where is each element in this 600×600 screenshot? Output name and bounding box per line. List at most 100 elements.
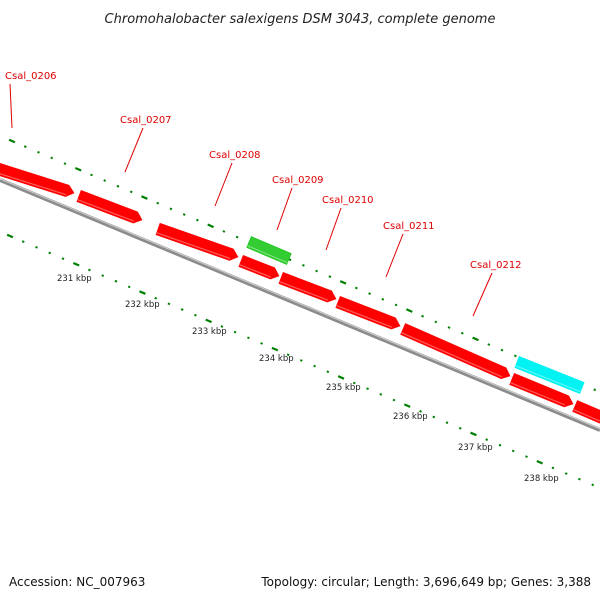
genome-info-text: Topology: circular; Length: 3,696,649 bp…	[260, 575, 591, 589]
upper-tick-mark	[207, 223, 215, 229]
upper-tick-mark	[381, 297, 385, 301]
gene-csal-0206[interactable]	[0, 162, 75, 197]
upper-tick-mark	[394, 303, 398, 307]
lower-tick-mark	[72, 261, 80, 267]
upper-tick-mark	[90, 173, 93, 177]
gene-csal-0211[interactable]	[335, 296, 401, 330]
gene-label-csal-0207[interactable]: Csal_0207	[120, 115, 172, 126]
gene-csal-0208[interactable]	[155, 222, 239, 261]
lower-tick-mark	[326, 370, 330, 374]
kbp-label-236: 236 kbp	[393, 412, 428, 422]
gene-csal-0206-shine	[0, 173, 67, 196]
lower-tick-mark	[180, 308, 184, 311]
lower-tick-mark	[551, 466, 555, 470]
map-title: Chromohalobacter salexigens DSM 3043, co…	[105, 12, 496, 27]
upper-tick-mark	[63, 162, 67, 165]
accession-text: Accession: NC_007963	[9, 575, 145, 589]
lower-tick-mark	[88, 268, 91, 272]
lower-tick-mark	[233, 330, 237, 334]
upper-tick-mark	[288, 258, 292, 262]
lower-tick-mark	[392, 398, 396, 402]
lower-tick-mark	[498, 443, 502, 447]
gene-csal-0210[interactable]	[278, 272, 337, 303]
upper-tick-mark	[460, 331, 464, 335]
gene-label-leaders	[9, 83, 493, 317]
lower-tick-mark	[101, 274, 105, 277]
kbp-label-237: 237 kbp	[458, 443, 493, 453]
upper-tick-mark	[169, 207, 173, 211]
upper-tick-mark	[129, 190, 133, 194]
gene-csal-0212[interactable]	[400, 323, 511, 380]
lower-tick-mark	[6, 233, 14, 239]
lower-tick-mark	[432, 415, 436, 419]
gene-label-csal-0210[interactable]: Csal_0210	[322, 195, 374, 206]
upper-tick-mark	[434, 320, 438, 324]
gene-csal-0210-shine	[279, 281, 329, 301]
gene-csal-0207-shine	[77, 199, 135, 222]
lower-tick-mark	[139, 290, 146, 295]
lower-tick-mark	[205, 318, 213, 324]
upper-tick-mark	[23, 145, 27, 149]
kbp-label-234: 234 kbp	[259, 354, 294, 364]
rna-feature-green-shine	[247, 245, 288, 264]
upper-tick-mark	[513, 354, 517, 358]
upper-tick-mark	[593, 388, 597, 392]
lower-tick-mark	[525, 455, 528, 458]
genome-backbone-highlight	[0, 178, 600, 430]
lower-tick-mark	[366, 387, 369, 391]
kbp-label-235: 235 kbp	[326, 383, 361, 393]
gene-csal-0207[interactable]	[76, 190, 143, 224]
upper-tick-mark	[50, 156, 54, 160]
gene-csal-0208-shine	[156, 232, 231, 260]
kbp-label-231: 231 kbp	[57, 274, 92, 284]
genome-backbone	[0, 178, 600, 432]
upper-tick-mark	[222, 230, 226, 233]
gene-features	[0, 162, 600, 424]
gene-label-csal-0206[interactable]: Csal_0206	[5, 71, 57, 82]
lower-tick-mark	[564, 472, 568, 475]
gene-csal-0209[interactable]	[238, 255, 280, 280]
upper-tick-mark	[116, 184, 120, 188]
leader-line	[9, 83, 13, 129]
gene-label-csal-0212[interactable]: Csal_0212	[470, 260, 522, 271]
lower-tick-mark	[536, 459, 544, 465]
lower-tick-mark	[445, 421, 449, 425]
upper-tick-mark	[141, 195, 148, 200]
leader-line	[472, 272, 493, 317]
lower-tick-mark	[271, 346, 279, 352]
upper-tick-mark	[405, 308, 413, 313]
kbp-label-232: 232 kbp	[125, 300, 160, 310]
gene-csal-0211-shine	[336, 305, 393, 328]
lower-tick-mark	[247, 336, 250, 340]
gene-csal-0209-shine	[239, 264, 272, 278]
lower-tick-mark	[313, 364, 316, 368]
lower-tick-mark	[458, 426, 462, 430]
lower-tick-mark	[194, 313, 197, 317]
rna-feature-cyan-shine	[515, 365, 581, 393]
kbp-label-238: 238 kbp	[524, 474, 559, 484]
lower-tick-mark	[220, 325, 224, 328]
gene-downstream-2-shine	[573, 409, 600, 422]
lower-tick-mark	[286, 353, 290, 357]
lower-tick-mark	[154, 296, 158, 300]
lower-tick-mark	[127, 285, 131, 289]
gene-csal-0212-shine	[401, 332, 503, 378]
upper-tick-mark	[235, 235, 239, 239]
gene-label-csal-0208[interactable]: Csal_0208	[209, 150, 261, 161]
rna-feature-cyan[interactable]	[514, 356, 585, 394]
lower-tick-row	[6, 233, 595, 487]
lower-tick-mark	[578, 477, 581, 481]
upper-tick-mark	[472, 336, 479, 342]
rna-feature-green[interactable]	[246, 236, 292, 265]
gene-label-csal-0211[interactable]: Csal_0211	[383, 221, 435, 232]
leader-line	[124, 127, 144, 173]
lower-tick-mark	[114, 279, 118, 283]
gene-downstream-1[interactable]	[509, 373, 574, 408]
lower-tick-mark	[167, 302, 171, 306]
lower-tick-mark	[591, 483, 595, 487]
upper-tick-mark	[487, 343, 491, 346]
upper-tick-mark	[156, 201, 160, 205]
gene-label-csal-0209[interactable]: Csal_0209	[272, 175, 324, 186]
lower-tick-mark	[352, 381, 356, 385]
